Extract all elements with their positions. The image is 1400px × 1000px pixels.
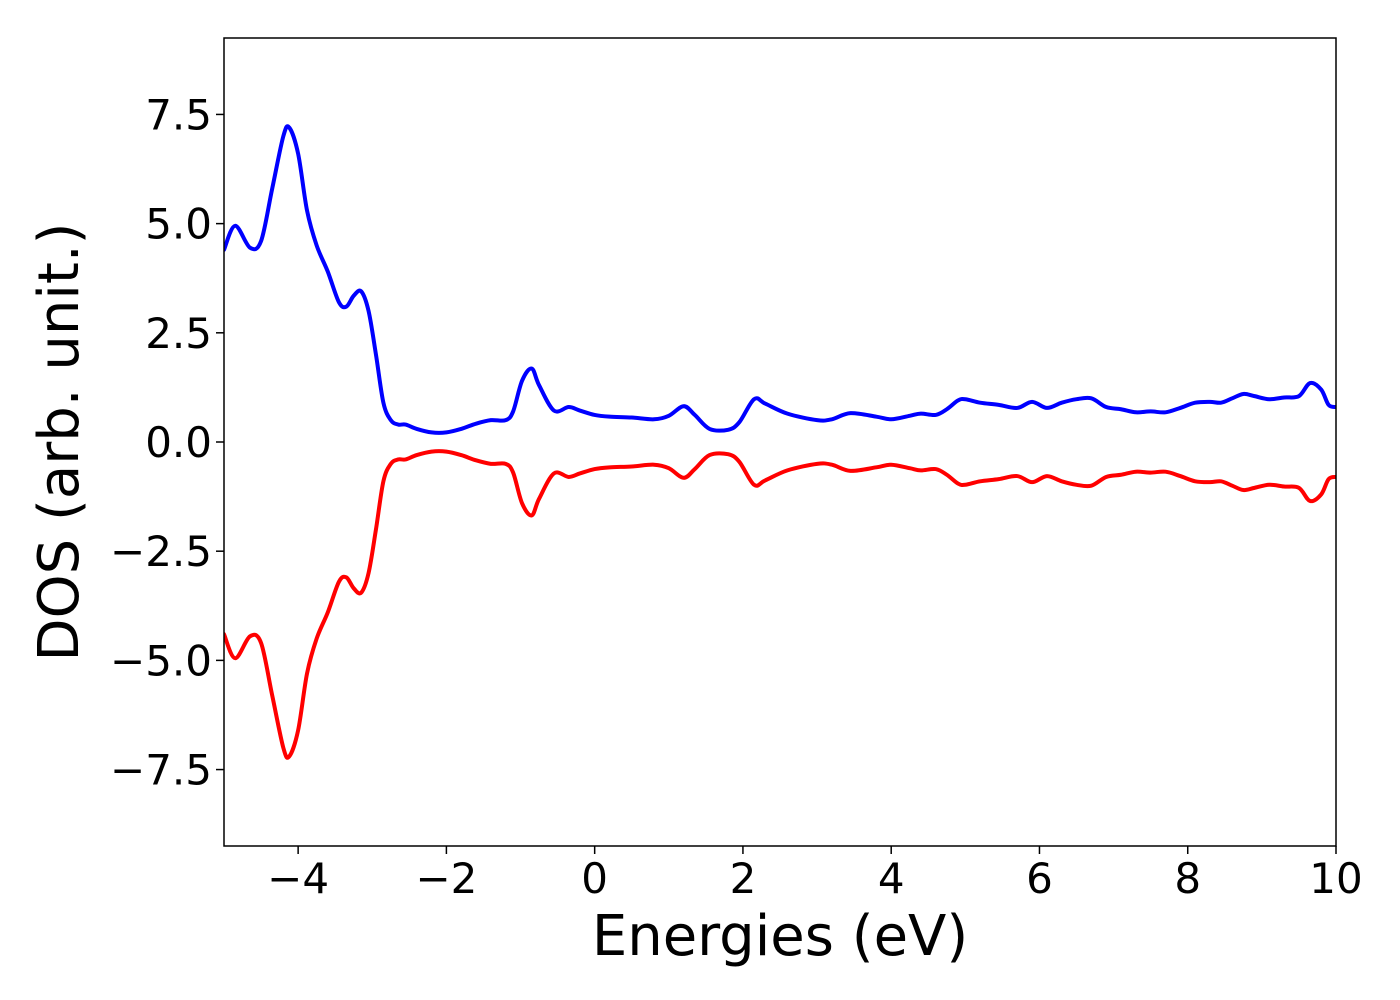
y-tick-label: −7.5 bbox=[110, 746, 212, 795]
series-layer bbox=[224, 124, 1336, 760]
spin-up-line bbox=[224, 124, 1336, 435]
x-tick-label: 4 bbox=[878, 854, 905, 903]
y-axis-label: DOS (arb. unit.) bbox=[27, 222, 92, 661]
plot-frame bbox=[223, 37, 1337, 847]
x-tick-label: −4 bbox=[267, 854, 329, 903]
spin-down-line bbox=[224, 449, 1336, 760]
y-tick-label: 7.5 bbox=[145, 90, 212, 139]
x-tick-label: 2 bbox=[730, 854, 757, 903]
x-tick-label: −2 bbox=[415, 854, 477, 903]
x-tick-label: 6 bbox=[1026, 854, 1053, 903]
y-tick-label: 5.0 bbox=[145, 200, 212, 249]
x-axis: −4 −2 0 2 4 6 8 10 bbox=[267, 846, 1363, 903]
y-tick-label: −2.5 bbox=[110, 527, 212, 576]
y-axis: 7.5 5.0 2.5 0.0 −2.5 −5.0 −7.5 bbox=[110, 90, 224, 795]
x-tick-label: 8 bbox=[1174, 854, 1201, 903]
x-tick-label: 0 bbox=[581, 854, 608, 903]
y-tick-label: −5.0 bbox=[110, 636, 212, 685]
y-tick-label: 2.5 bbox=[145, 309, 212, 358]
x-tick-label: 10 bbox=[1309, 854, 1362, 903]
y-tick-label: 0.0 bbox=[145, 418, 212, 467]
x-axis-label: Energies (eV) bbox=[592, 904, 968, 969]
